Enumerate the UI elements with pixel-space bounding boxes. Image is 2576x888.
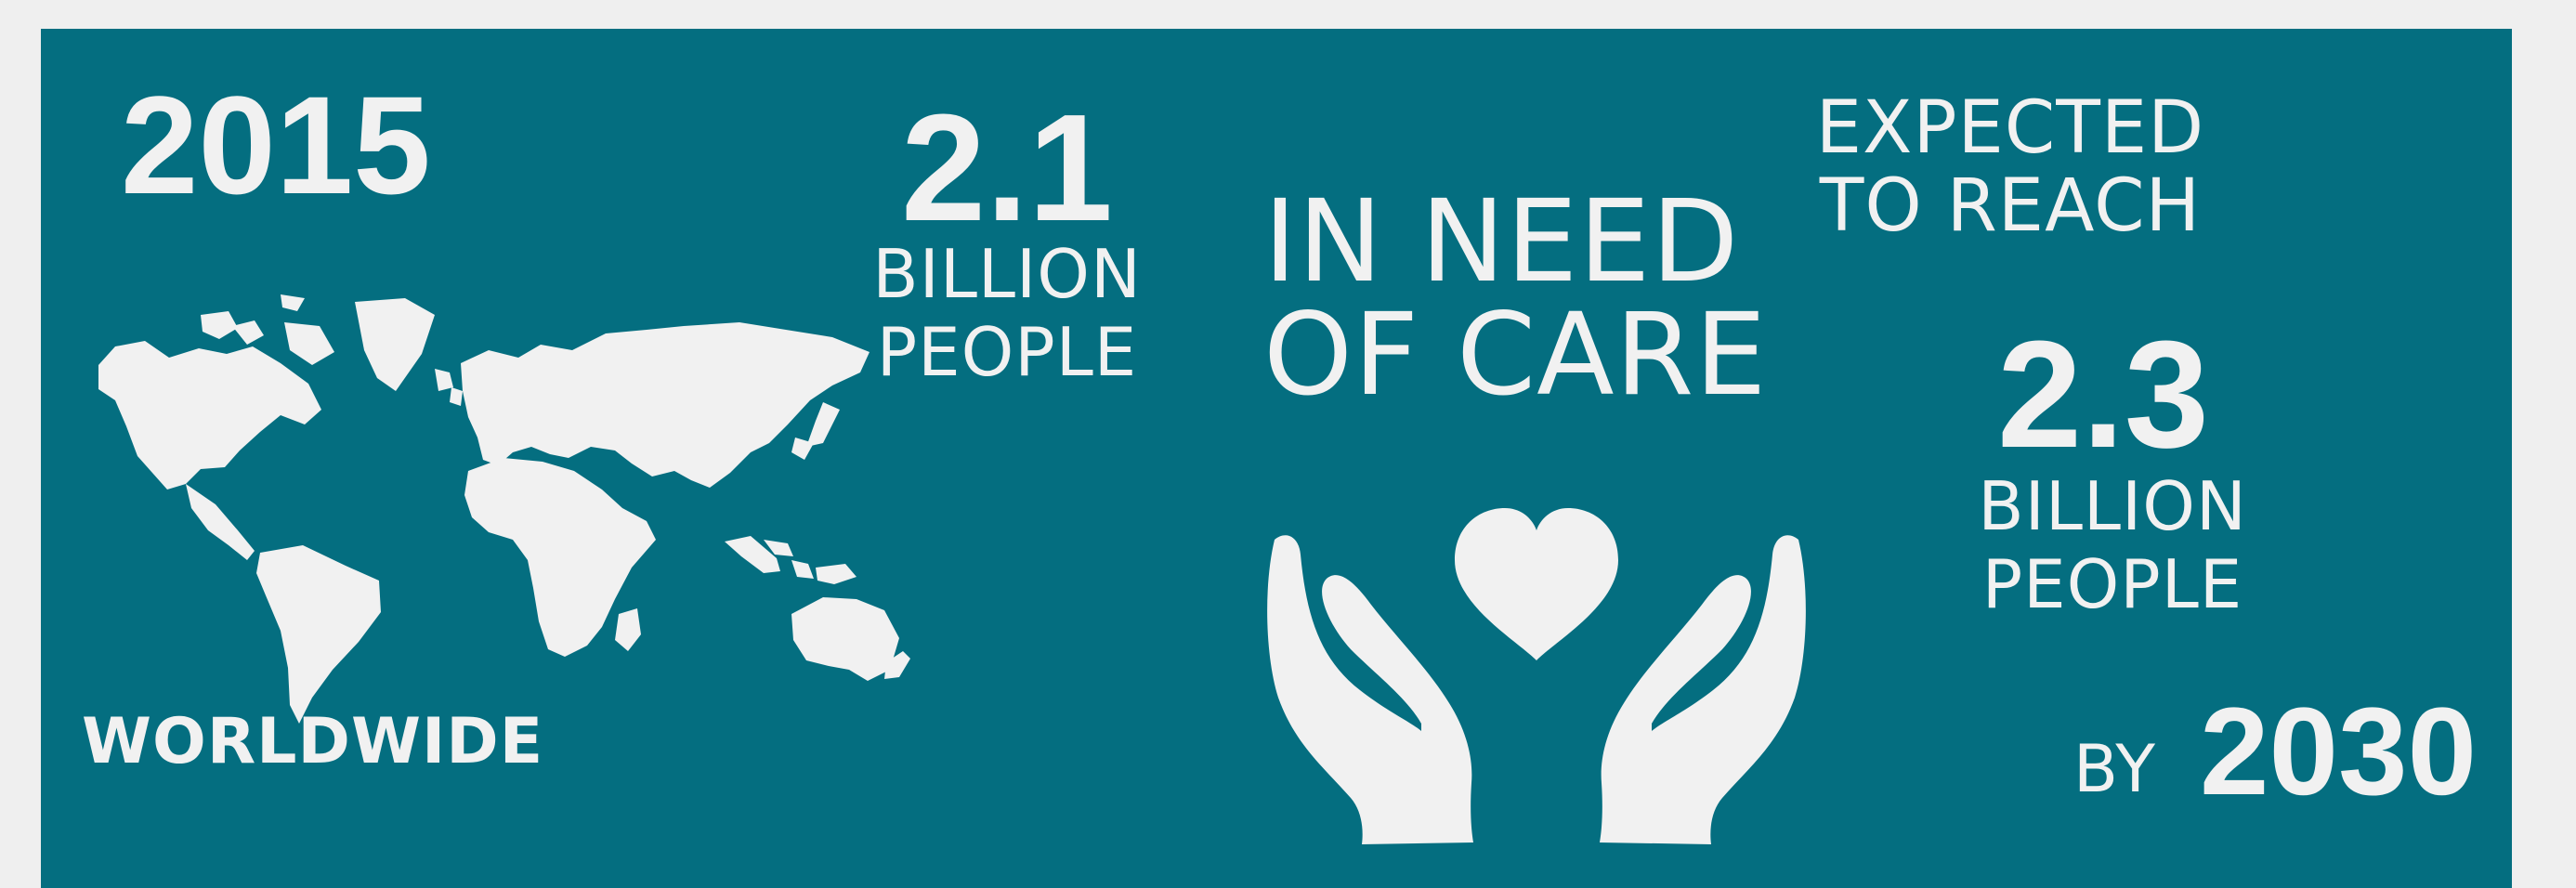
projected-unit-line2: PEOPLE — [1981, 545, 2243, 623]
infographic-panel: 2015 — [41, 29, 2512, 888]
worldwide-caption: WORLDWIDE — [82, 705, 544, 778]
projected-unit-line1: BILLION — [1978, 467, 2247, 545]
current-value: 2.1 — [901, 83, 1113, 253]
world-map-icon — [98, 294, 910, 724]
expected-line: EXPECTED — [1815, 86, 2205, 170]
to-reach-line: TO REACH — [1819, 164, 2202, 248]
hands-holding-heart-icon — [1267, 508, 1806, 844]
projected-value: 2.3 — [1997, 309, 2209, 479]
current-unit-line2: PEOPLE — [876, 313, 1138, 391]
of-care-line: OF CARE — [1263, 289, 1768, 421]
target-year: 2030 — [2200, 683, 2478, 821]
year-2015: 2015 — [121, 67, 431, 223]
current-unit-line1: BILLION — [872, 235, 1142, 313]
in-need-line: IN NEED — [1263, 176, 1740, 307]
by-label: BY — [2073, 731, 2156, 807]
